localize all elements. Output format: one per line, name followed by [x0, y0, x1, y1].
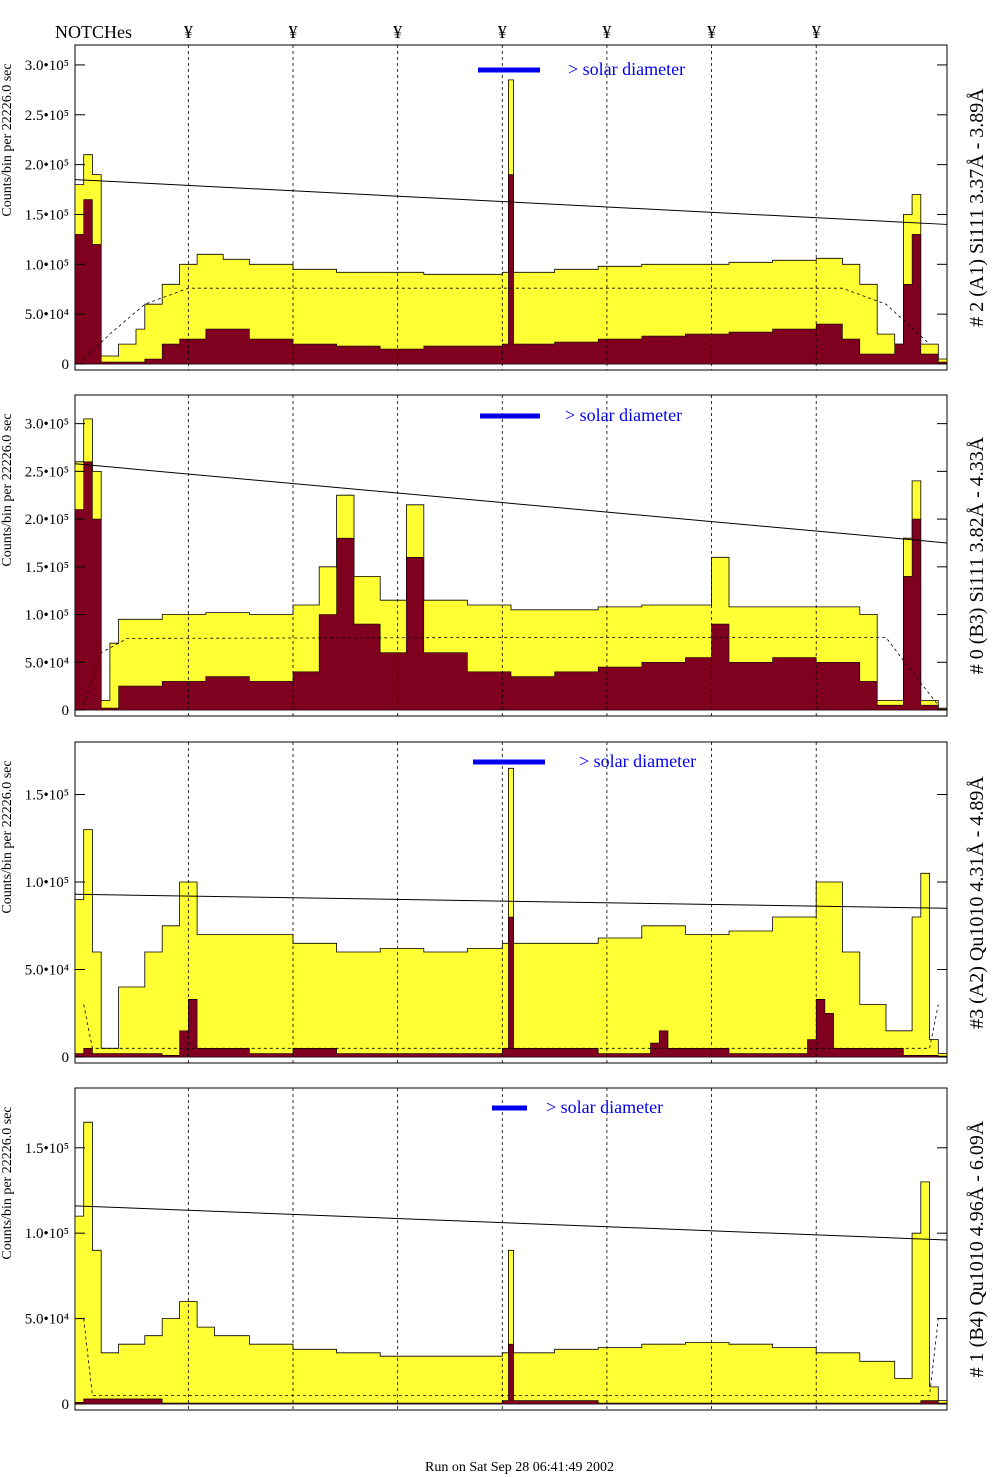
- notch-symbol-6: ¥: [707, 22, 716, 42]
- solar-diameter-annotation: > solar diameter: [579, 751, 696, 771]
- y-tick-label: 0: [62, 1050, 70, 1066]
- subset-histogram: [74, 916, 948, 1058]
- y-tick-label: 2.0•10⁵: [25, 158, 69, 174]
- notch-symbol-3: ¥: [393, 22, 402, 42]
- notch-symbol-5: ¥: [602, 22, 611, 42]
- solar-diameter-annotation: > solar diameter: [546, 1097, 663, 1117]
- trend-line: [74, 463, 948, 544]
- y-tick-label: 1.0•10⁵: [25, 875, 69, 891]
- y-tick-label: 1.5•10⁵: [25, 560, 69, 576]
- subset-histogram: [74, 1343, 948, 1405]
- dashed-baseline: [83, 1004, 939, 1049]
- y-tick-label: 1.5•10⁵: [25, 207, 69, 223]
- y-tick-label: 1.0•10⁵: [25, 608, 69, 624]
- panel-label: # 0 (B3) Si111 3.82Å - 4.33Å: [966, 436, 988, 674]
- trend-line: [74, 893, 948, 909]
- panel-2: 0 5.0•10⁴ 1.0•10⁵ 1.5•10⁵ 2.0•10⁵ 2.5•10⁵ 3.0•…: [0, 394, 988, 719]
- panel-1: 0 5.0•10⁴ 1.0•10⁵ 1.5•10⁵ 2.0•10⁵ 2.5•10⁵ 3.0•…: [0, 44, 988, 373]
- y-tick-label: 3.0•10⁵: [25, 417, 69, 433]
- dashed-baseline: [83, 1318, 939, 1396]
- y-tick-label: 1.5•10⁵: [25, 788, 69, 804]
- notch-symbols: ¥ ¥ ¥ ¥ ¥ ¥ ¥: [184, 22, 821, 42]
- notch-symbol-2: ¥: [289, 22, 298, 42]
- y-tick-label: 1.0•10⁵: [25, 257, 69, 273]
- y-tick-label: 2.5•10⁵: [25, 464, 69, 480]
- notches-label: NOTCHes: [55, 22, 132, 42]
- solar-diameter-annotation: > solar diameter: [565, 405, 682, 425]
- y-axis-label: Counts/bin per 22226.0 sec: [0, 1106, 15, 1259]
- y-tick-label: 5.0•10⁴: [25, 307, 69, 323]
- notch-symbol-4: ¥: [498, 22, 507, 42]
- y-tick-label: 0: [62, 357, 70, 373]
- panel-label: # 1 (B4) Qu1010 4.96Å - 6.09Å: [966, 1120, 988, 1377]
- panel-label: # 2 (A1) Si111 3.37Å - 3.89Å: [966, 88, 988, 327]
- panel-label: #3 (A2) Qu1010 4.31Å - 4.89Å: [966, 776, 988, 1029]
- y-axis-label: Counts/bin per 22226.0 sec: [0, 760, 15, 913]
- y-tick-label: 0: [62, 1397, 70, 1413]
- y-axis-label: Counts/bin per 22226.0 sec: [0, 413, 15, 566]
- run-stamp: Run on Sat Sep 28 06:41:49 2002: [425, 1460, 614, 1475]
- dashed-baseline: [83, 637, 939, 706]
- y-tick-label: 5.0•10⁴: [25, 1312, 69, 1328]
- y-tick-label: 1.5•10⁵: [25, 1141, 69, 1157]
- y-axis-label: Counts/bin per 22226.0 sec: [0, 63, 15, 216]
- y-tick-label: 3.0•10⁵: [25, 58, 69, 74]
- y-tick-label: 2.5•10⁵: [25, 108, 69, 124]
- solar-diameter-annotation: > solar diameter: [568, 59, 685, 79]
- y-tick-label: 2.0•10⁵: [25, 512, 69, 528]
- notch-symbol-1: ¥: [184, 22, 193, 42]
- y-tick-label: 5.0•10⁴: [25, 963, 69, 979]
- panel-3: 0 5.0•10⁴ 1.0•10⁵ 1.5•10⁵ Counts/bin per 222…: [0, 741, 988, 1066]
- y-tick-label: 1.0•10⁵: [25, 1226, 69, 1242]
- dashed-baseline: [83, 287, 930, 360]
- y-tick-label: 0: [62, 703, 70, 719]
- y-tick-label: 5.0•10⁴: [25, 655, 69, 671]
- trend-line: [74, 1205, 948, 1241]
- subset-histogram: [74, 461, 948, 711]
- panels: 0 5.0•10⁴ 1.0•10⁵ 1.5•10⁵ 2.0•10⁵ 2.5•10⁵ 3.0•…: [0, 44, 988, 1413]
- subset-histogram: [74, 174, 948, 365]
- panel-4: 0 5.0•10⁴ 1.0•10⁵ 1.5•10⁵ Counts/bin per 222…: [0, 1087, 988, 1413]
- trend-line: [74, 179, 948, 225]
- notch-symbol-7: ¥: [812, 22, 821, 42]
